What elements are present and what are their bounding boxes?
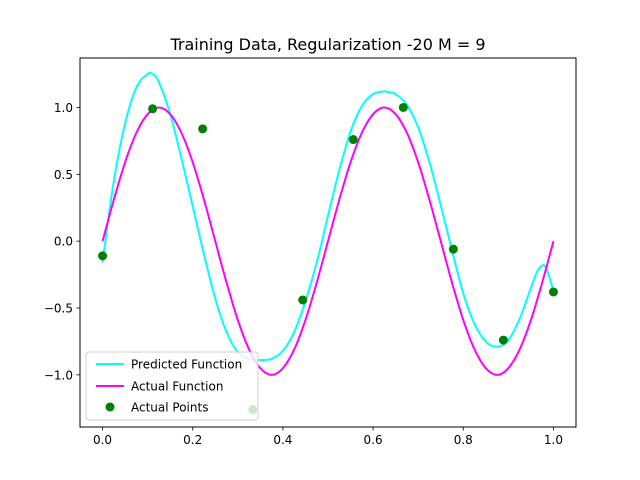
x-tick-label: 0.0 xyxy=(93,433,112,447)
data-point xyxy=(448,244,458,254)
legend-label-actual-function: Actual Function xyxy=(131,380,223,394)
data-point xyxy=(398,102,408,112)
x-tick-label: 1.0 xyxy=(544,433,563,447)
x-tick-label: 0.6 xyxy=(364,433,383,447)
y-tick-label: 0.5 xyxy=(54,168,73,182)
data-point xyxy=(348,135,358,145)
legend-label-predicted-function: Predicted Function xyxy=(131,358,242,372)
data-point xyxy=(548,287,558,297)
legend-marker-actual-points xyxy=(105,402,115,412)
legend-label-actual-points: Actual Points xyxy=(131,401,208,415)
data-point xyxy=(148,104,158,114)
data-point xyxy=(198,124,208,134)
axis-ticks: 0.0 0.2 0.4 0.6 0.8 1.0 −1.0 −0.5 0.0 0.5 1.0 xyxy=(44,101,563,447)
y-tick-label: −0.5 xyxy=(44,302,73,316)
x-tick-label: 0.4 xyxy=(273,433,292,447)
plot-frame xyxy=(79,57,577,428)
series-layer xyxy=(98,71,558,415)
chart-title: Training Data, Regularization -20 M = 9 xyxy=(169,35,485,54)
y-tick-label: 1.0 xyxy=(54,101,73,115)
legend-box xyxy=(85,351,259,421)
data-point xyxy=(498,335,508,345)
y-tick-label: −1.0 xyxy=(44,368,73,382)
data-point xyxy=(298,295,308,305)
data-point xyxy=(98,251,108,261)
x-tick-label: 0.2 xyxy=(183,433,202,447)
legend: Predicted Function Actual Function Actua… xyxy=(85,351,259,421)
series-line-predicted-function xyxy=(101,71,555,362)
series-line-actual-function xyxy=(101,106,555,376)
y-tick-label: 0.0 xyxy=(54,235,73,249)
x-tick-label: 0.8 xyxy=(454,433,473,447)
